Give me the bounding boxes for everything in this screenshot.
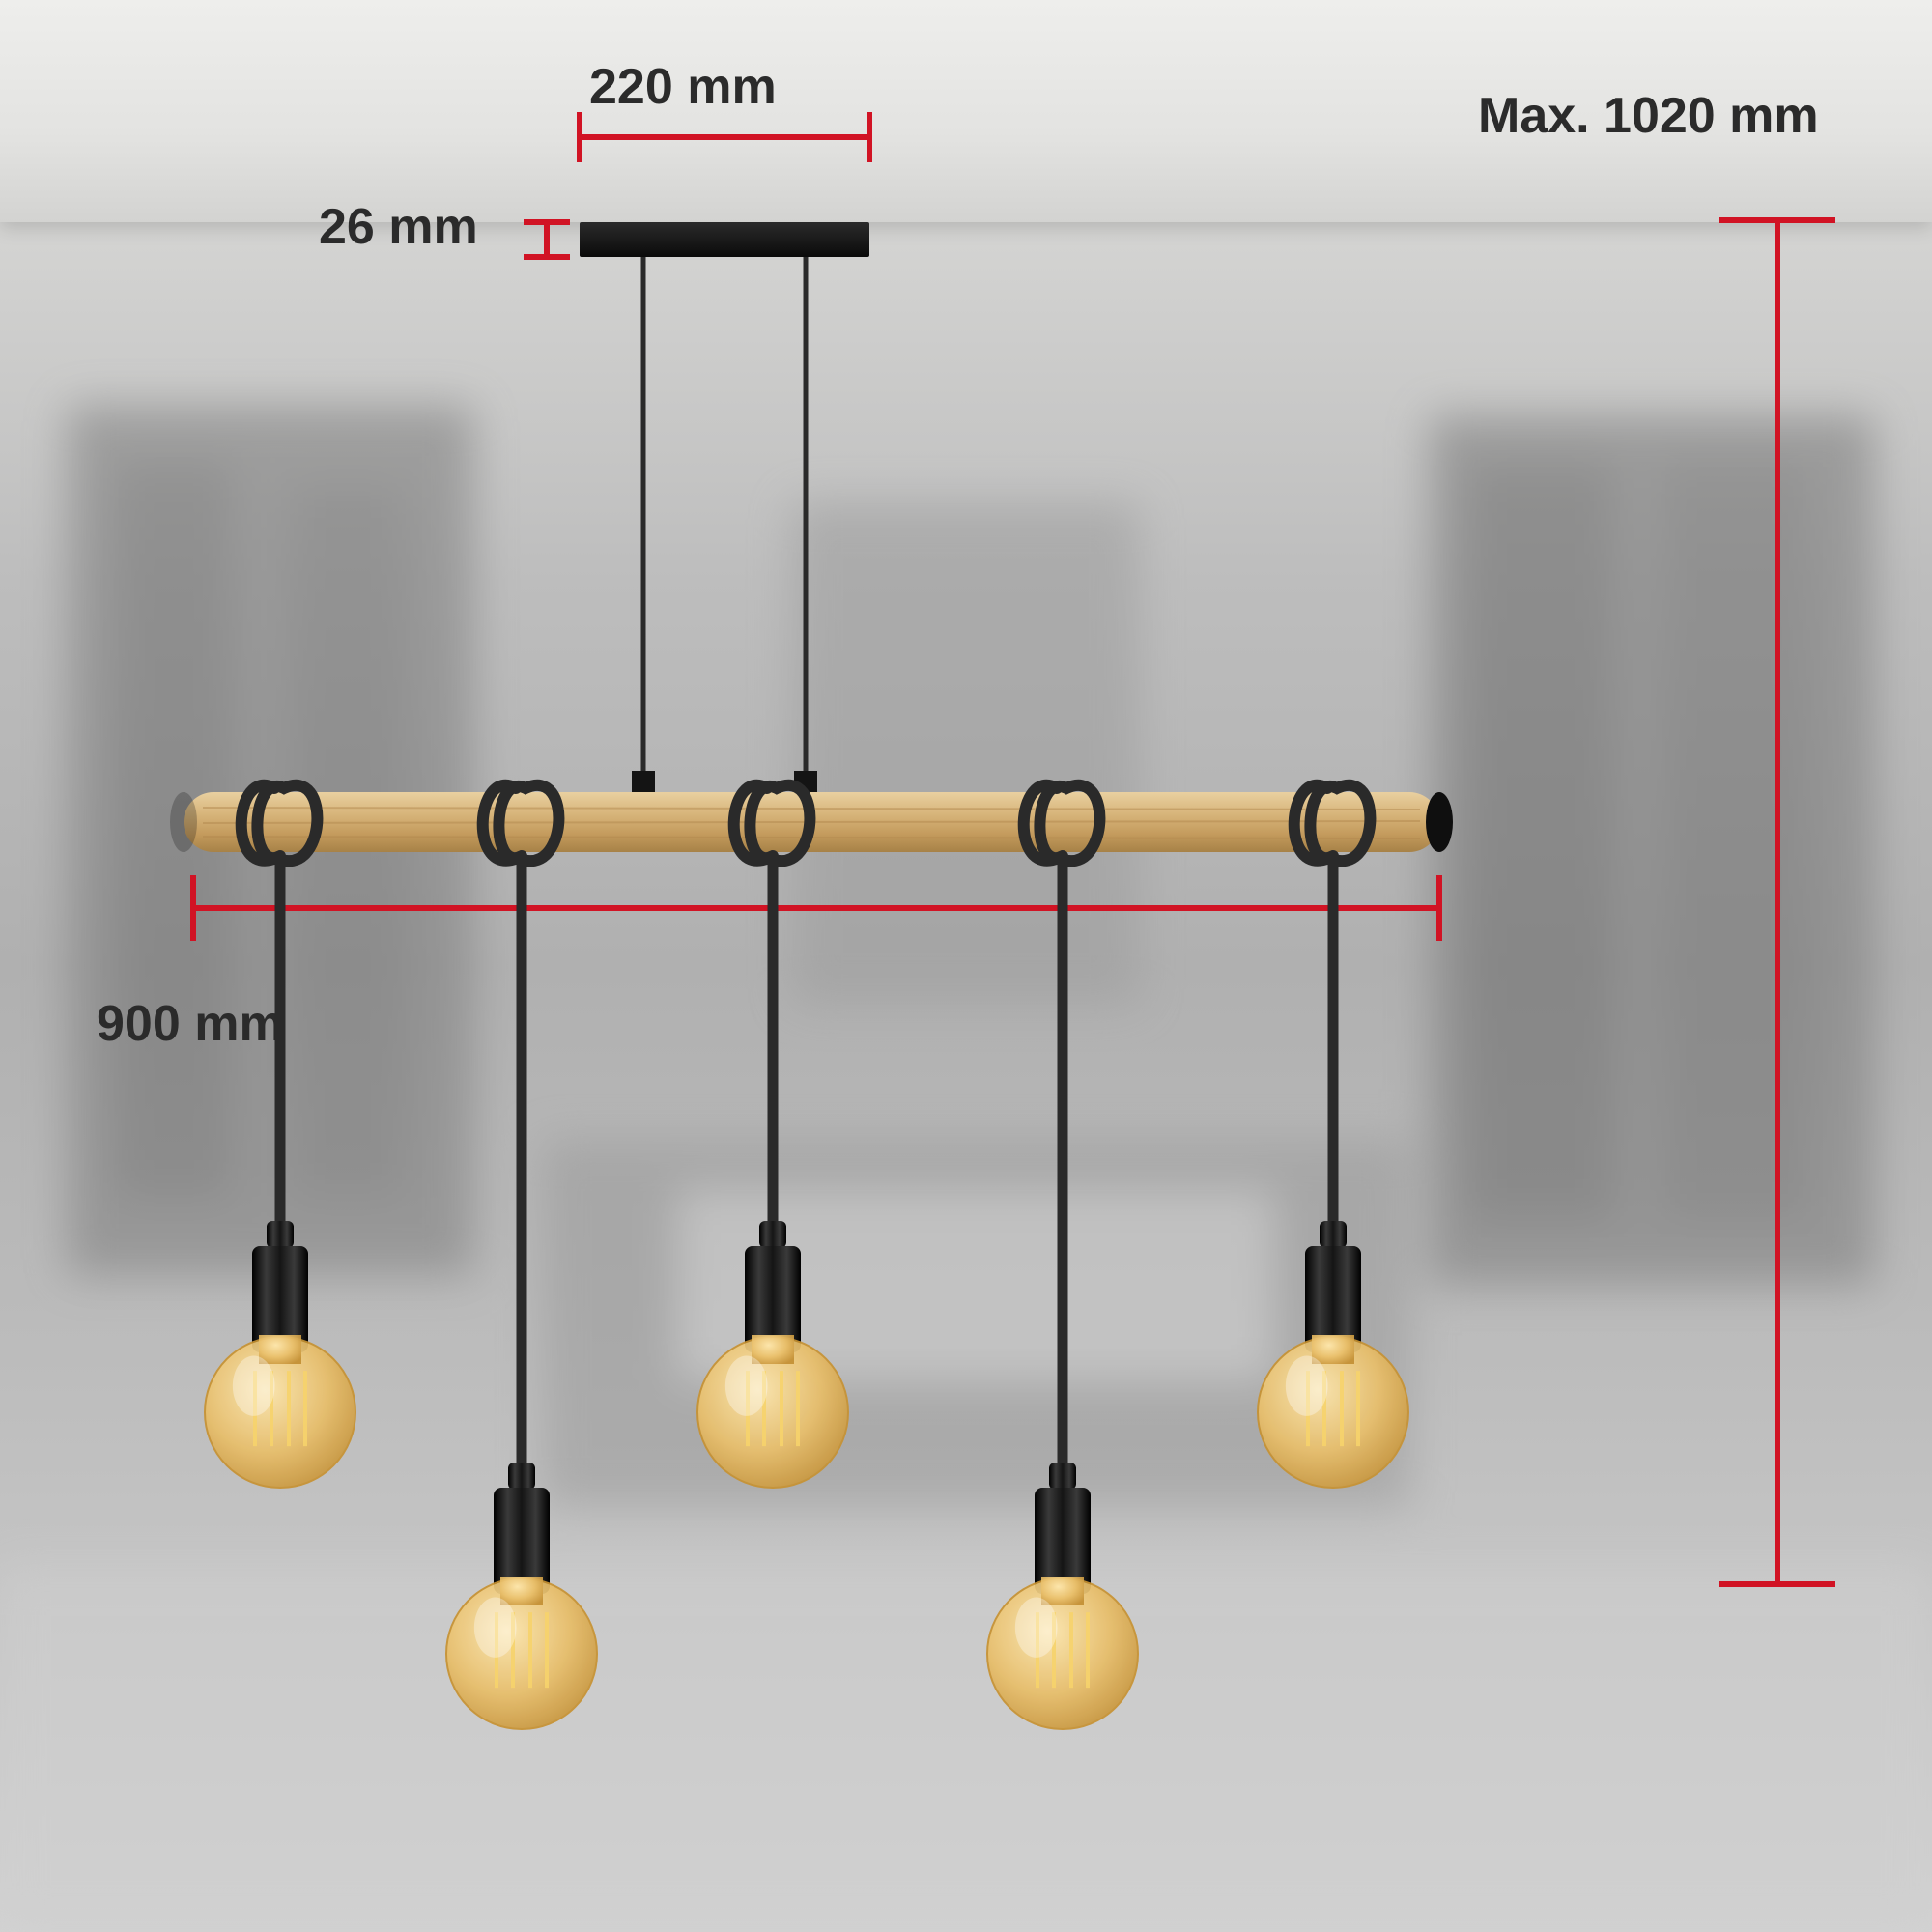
label-mount-width: 220 mm: [589, 58, 777, 116]
label-beam-width: 900 mm: [97, 995, 284, 1053]
background-blur: [0, 0, 1932, 1932]
label-total-height: Max. 1020 mm: [1478, 87, 1819, 145]
label-mount-height: 26 mm: [319, 198, 478, 256]
diagram-stage: 220 mm 26 mm 900 mm Max. 1020 mm: [0, 0, 1932, 1932]
